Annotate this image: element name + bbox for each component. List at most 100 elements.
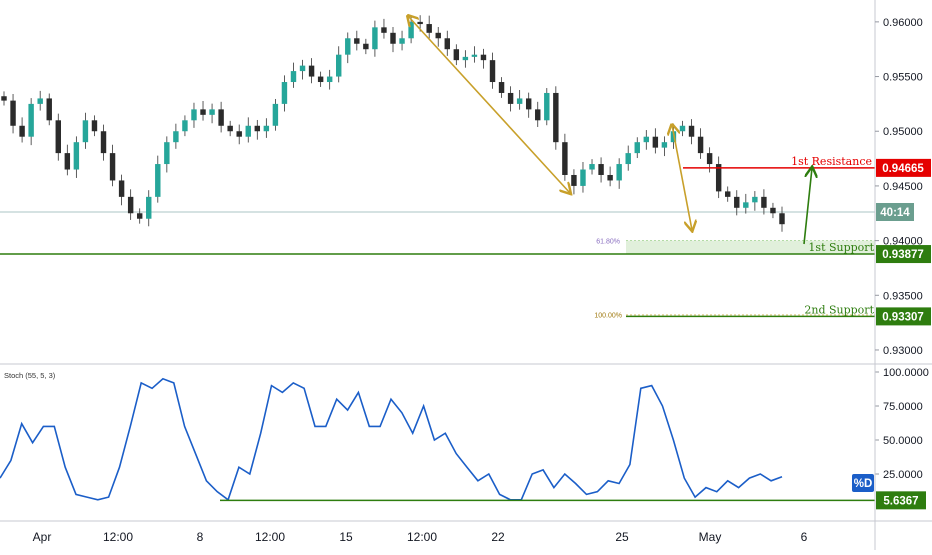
candle-body (417, 21, 423, 25)
candle-body (191, 109, 197, 121)
time-tick-label: 15 (339, 530, 353, 544)
candle-body (354, 38, 360, 44)
time-tick-label: 22 (491, 530, 505, 544)
fib-61-label: 61.80% (596, 239, 620, 246)
stoch-tick-label: 100.0000 (883, 367, 929, 379)
candle-body (236, 131, 242, 137)
time-tick-label: 12:00 (103, 530, 133, 544)
green-target-arrow (803, 168, 812, 245)
candle-body (616, 164, 622, 181)
candle-body (426, 24, 432, 33)
time-tick-label: 12:00 (407, 530, 437, 544)
price-tick-label: 0.95500 (883, 72, 923, 84)
candle-body (661, 142, 668, 148)
price-tick-label: 0.95000 (883, 126, 923, 138)
time-tick-label: 12:00 (255, 530, 285, 544)
candle-body (607, 174, 613, 181)
candle-body (263, 125, 270, 132)
candle-body (598, 164, 604, 175)
candle-body (525, 98, 532, 110)
candle-body (281, 82, 288, 104)
candle-body (182, 120, 188, 132)
candle-body (643, 136, 650, 143)
candle-body (580, 169, 586, 186)
candle-body (155, 164, 161, 197)
support-1-price-label: 0.93877 (882, 249, 924, 261)
candle-body (544, 92, 550, 121)
candle-body (317, 76, 324, 83)
candle-body (562, 142, 568, 175)
support-zone (626, 240, 875, 255)
candle-body (1, 96, 7, 101)
resistance-price-label: 0.94665 (882, 163, 924, 175)
candle-body (634, 142, 640, 154)
stochastic-panel: Stoch (55, 5, 3) 100.0000 75.0000 50.0000 25… (0, 367, 929, 510)
candle-body (761, 196, 767, 208)
candle-body (444, 38, 450, 50)
candle-body (127, 196, 134, 214)
candle-body (272, 103, 279, 126)
candle-body (118, 180, 125, 197)
candle-body (535, 109, 541, 121)
candle-body (136, 213, 143, 219)
candle-body (100, 131, 107, 154)
candle-body (299, 65, 306, 72)
price-tick-label: 0.94000 (883, 236, 923, 248)
candle-body (372, 27, 378, 50)
candle-body (109, 153, 116, 181)
candle-body (498, 82, 505, 93)
candle-body (652, 136, 659, 148)
countdown-tag (876, 203, 914, 221)
candle-body (82, 120, 89, 143)
candle-body (435, 32, 441, 39)
candle-body (200, 109, 206, 115)
candle-body (679, 125, 686, 132)
stoch-line (0, 377, 783, 502)
projection-arrows (408, 16, 812, 245)
support-2-price-label: 0.93307 (882, 311, 924, 323)
candle-body (28, 103, 34, 137)
candle-body (489, 60, 496, 83)
candle-body (480, 54, 487, 61)
stoch-legend-badge (852, 474, 874, 492)
candle-body (326, 76, 333, 83)
fib-100-label: 100.00% (594, 312, 622, 319)
candle-body (571, 174, 577, 186)
candle-body (725, 191, 731, 197)
candle-body (227, 125, 233, 132)
candle-body (91, 120, 98, 132)
candle-body (363, 43, 369, 50)
time-tick-label: 25 (615, 530, 629, 544)
candle-body (734, 196, 740, 208)
stoch-legend-label: %D (854, 478, 873, 490)
resistance-annotation: 1st Resistance (791, 155, 872, 168)
candle-body (553, 92, 559, 143)
candle-body (399, 38, 405, 44)
time-tick-label: 8 (197, 530, 204, 544)
price-tick-label: 0.93000 (883, 345, 923, 357)
stoch-tick-label: 75.0000 (883, 401, 923, 413)
candle-body (164, 142, 170, 165)
candle-body (779, 213, 785, 225)
candle-body (471, 54, 478, 57)
candle-body (46, 98, 52, 121)
candle-body (453, 49, 460, 61)
price-tick-label: 0.93500 (883, 290, 923, 302)
candle-body (146, 196, 152, 219)
support-2-annotation: 2nd Support (804, 303, 874, 316)
candle-body (10, 100, 16, 126)
candlestick-series (1, 15, 785, 232)
candle-body (706, 153, 713, 165)
candle-body (209, 109, 215, 115)
stoch-tick-label: 50.0000 (883, 435, 923, 447)
candle-body (64, 153, 71, 170)
price-tick-label: 0.94500 (883, 181, 923, 193)
candle-body (743, 202, 749, 208)
time-tick-label: 6 (801, 530, 808, 544)
candle-body (697, 136, 704, 154)
candle-body (218, 109, 224, 126)
stoch-title: Stoch (55, 5, 3) (4, 371, 56, 380)
